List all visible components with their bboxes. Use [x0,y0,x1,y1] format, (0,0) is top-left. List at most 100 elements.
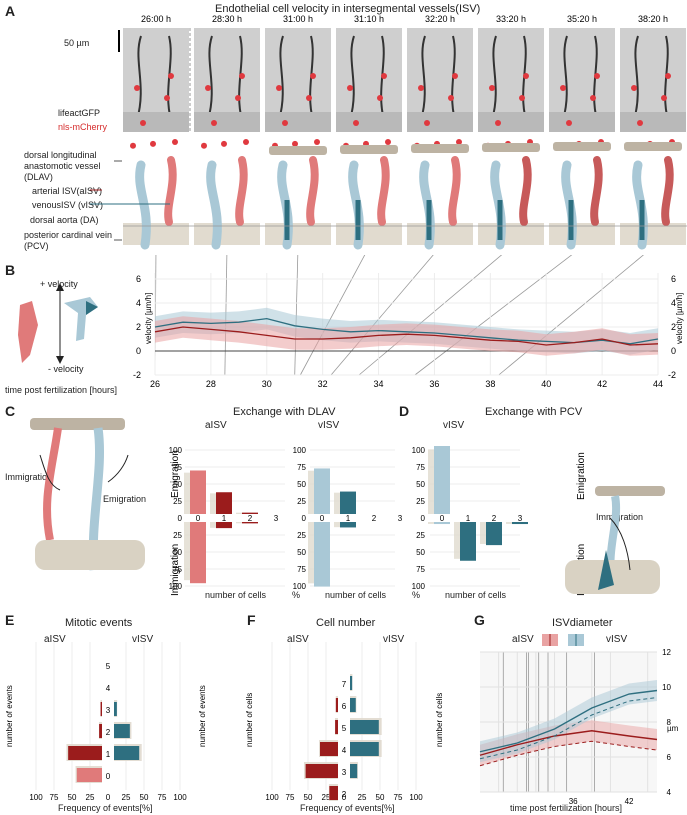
x-tick-label: 28 [206,379,216,389]
segment-dlav [411,144,469,153]
panel-letter-c: C [5,403,16,419]
nucleus-mark [456,139,462,145]
segment-da [123,223,189,245]
x-tick-label: 2 [372,514,377,523]
x-tick-label: 25 [322,793,331,802]
x-tick-label: 25 [358,793,367,802]
c-pct: % [292,590,301,600]
micrograph-aorta [478,112,544,132]
x-tick-label: 1 [222,514,227,523]
micrograph-aisv [349,35,355,121]
nucleus-mark [448,95,454,101]
x-tick-label: 26 [150,379,160,389]
timepoint-connector [224,255,228,376]
series-line [479,689,658,753]
y-axis-label-left: number of cells [245,693,254,747]
immigration-arrow [39,454,61,491]
pcv-immigration-bar [512,522,528,525]
y-tick-label-left: 4 [136,298,141,308]
d-xlabel: number of cells [445,590,507,600]
segment-da [620,223,686,245]
c-emigration-label: Emigration [170,450,181,498]
visv-immigration-bar [340,522,356,528]
visv-bar [350,742,379,756]
immigration-arrow-d [609,517,631,571]
y-tick-label: 75 [173,463,182,472]
visv-label: venousISV (vISV) [32,200,104,210]
velocity-arrow-down [56,356,64,364]
diagram-pcv-d [565,560,660,594]
x-tick-label: 75 [286,793,295,802]
x-tick-label: 36 [569,797,578,806]
panel-g-title: ISVdiameter [552,617,613,629]
nucleus-mark [637,120,643,126]
timepoint-connector [414,255,573,376]
aisv-bar [99,724,102,738]
category-label: 3 [106,706,111,715]
segment-aisv [164,156,177,226]
segment-aisv [519,156,532,226]
micrograph-aisv [278,35,284,121]
x-tick-label: 75 [158,793,167,802]
x-tick-label: 25 [86,793,95,802]
pcv-label: posterior cardinal vein (PCV) [24,230,113,251]
panel-letter-g: G [474,612,485,628]
y-axis-label-right: number of events [198,685,207,747]
y-tick-label-left: -2 [133,370,141,380]
dlav-label: dorsal longitudinal anastomotic vessel (… [24,150,101,182]
aisv-bar [329,786,338,800]
da-label: dorsal aorta (DA) [30,215,99,225]
y-tick-label: 25 [416,531,425,540]
nucleus-mark [631,85,637,91]
aisv-bar [100,702,102,716]
y-tick-label: 100 [412,582,426,591]
y-axis-label-left: number of events [5,685,14,747]
aisv-immigration-bar [216,522,232,529]
g-xlabel: time post fertilization [hours] [510,803,623,813]
b-xlabel: time post fertilization [hours] [5,385,118,395]
nucleus-mark [292,140,298,147]
micrograph-aorta [194,112,260,132]
x-tick-label: 32 [318,379,328,389]
timepoint-label: 35:20 h [567,14,597,24]
y-tick-label: 50 [173,480,182,489]
timepoint-connector [330,255,434,376]
minus-velocity-label: - velocity [48,364,84,374]
x-tick-label: 0 [440,514,445,523]
micrograph-aisv [136,35,142,121]
segment-dlav [340,145,398,154]
diagram-dlav-d [595,486,665,496]
y-tick-label: 75 [173,565,182,574]
nucleus-mark [424,120,430,126]
visv-immigration-bar [314,522,330,587]
y-tick-label: 50 [416,548,425,557]
plus-velocity-label: + velocity [40,279,78,289]
y-tick-label-right: 6 [671,274,676,284]
timepoint-label: 38:20 h [638,14,668,24]
y-tick-label: 25 [416,497,425,506]
aisv-bar [335,720,338,734]
micrograph-aorta [265,112,331,132]
x-tick-label: 50 [140,793,149,802]
y-tick-label: 75 [297,463,306,472]
segment-visv [135,160,151,250]
y-tick-label-right: 4 [671,298,676,308]
diagram-dlav [30,418,125,430]
diagram-aisv [18,301,38,363]
micrograph-aisv [207,35,213,121]
e-left-label: aISV [44,634,66,645]
nucleus-mark [560,85,566,91]
velocity-chart: 26 28 30 32 34 36 38 40 42 44-2 -20 02 24 46 6velocity… [18,255,684,389]
panel-letter-a: A [5,3,16,19]
x-tick-label: 40 [541,379,551,389]
f-xlabel: Frequency of events[%] [300,803,395,813]
timepoint-label: 31:10 h [354,14,384,24]
y-tick-label: 75 [297,565,306,574]
nucleus-mark [282,120,288,126]
segment-dlav [482,143,540,152]
category-label: 2 [342,790,347,799]
y-tick-label: 8 [667,718,672,727]
x-tick-label: 44 [653,379,663,389]
segment-dlav [624,142,682,151]
